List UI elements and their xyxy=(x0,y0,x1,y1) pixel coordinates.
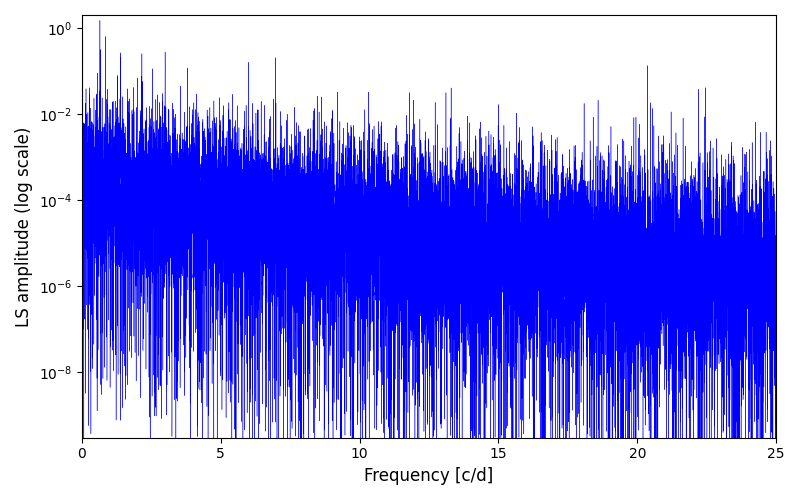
Y-axis label: LS amplitude (log scale): LS amplitude (log scale) xyxy=(15,126,33,326)
X-axis label: Frequency [c/d]: Frequency [c/d] xyxy=(364,467,494,485)
